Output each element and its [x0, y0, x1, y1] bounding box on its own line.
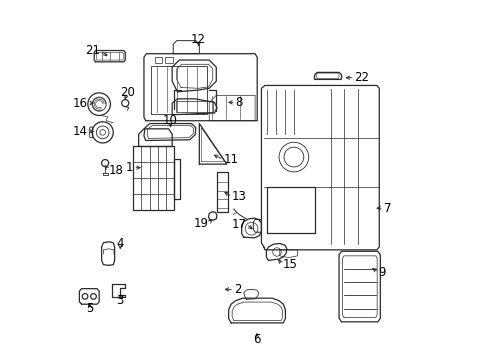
- Text: 9: 9: [378, 266, 385, 279]
- Text: 8: 8: [235, 96, 243, 109]
- Text: 21: 21: [85, 44, 101, 57]
- Text: 15: 15: [282, 258, 297, 271]
- Text: 10: 10: [163, 114, 178, 127]
- Text: 4: 4: [116, 237, 124, 250]
- Text: 20: 20: [120, 86, 135, 99]
- Text: 11: 11: [223, 153, 238, 166]
- Text: 2: 2: [233, 283, 241, 296]
- Bar: [133, 147, 174, 210]
- Text: 1: 1: [125, 161, 133, 174]
- Text: 18: 18: [108, 164, 123, 177]
- Text: 3: 3: [117, 294, 124, 307]
- Text: 17: 17: [231, 217, 246, 231]
- Bar: [154, 57, 162, 63]
- Bar: [165, 57, 173, 63]
- Text: 19: 19: [193, 217, 208, 230]
- Bar: [151, 66, 207, 114]
- Text: 12: 12: [191, 33, 206, 46]
- Text: 6: 6: [253, 333, 260, 346]
- Text: 16: 16: [72, 96, 87, 109]
- Text: 5: 5: [86, 302, 94, 315]
- Text: 7: 7: [383, 202, 390, 215]
- Text: 14: 14: [72, 125, 87, 138]
- Text: 13: 13: [232, 190, 246, 203]
- Bar: [175, 101, 212, 112]
- Text: 22: 22: [354, 71, 369, 84]
- Bar: [217, 172, 227, 212]
